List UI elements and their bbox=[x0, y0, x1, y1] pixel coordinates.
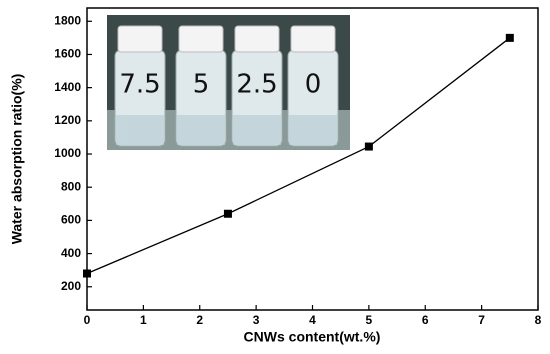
y-tick-label: 1400 bbox=[54, 80, 81, 94]
x-axis-title: CNWs content(wt.%) bbox=[244, 329, 381, 345]
y-tick-label: 600 bbox=[61, 213, 81, 227]
data-point bbox=[364, 142, 373, 151]
y-tick-label: 200 bbox=[61, 279, 81, 293]
data-point bbox=[83, 269, 91, 278]
x-tick-label: 0 bbox=[84, 313, 91, 327]
vial-label: 0 bbox=[305, 70, 322, 100]
data-line bbox=[86, 37, 511, 275]
x-tick-label: 1 bbox=[140, 313, 147, 327]
x-tick-label: 7 bbox=[478, 313, 485, 327]
y-axis-title: Water absorption ratio(%) bbox=[9, 74, 25, 245]
y-tick-label: 400 bbox=[61, 246, 81, 260]
vial-label: 7.5 bbox=[119, 70, 160, 100]
y-tick-label: 1000 bbox=[54, 146, 81, 160]
y-tick-label: 1200 bbox=[54, 113, 81, 127]
inset-photo: 7.5 5 2.5 0 bbox=[107, 15, 350, 150]
y-tick-label: 1800 bbox=[54, 13, 81, 27]
x-tick-label: 8 bbox=[535, 313, 542, 327]
y-tick-label: 1600 bbox=[54, 47, 81, 61]
x-tick-label: 3 bbox=[253, 313, 260, 327]
vial-label: 2.5 bbox=[236, 70, 277, 100]
x-tick-label: 6 bbox=[422, 313, 429, 327]
x-tick-label: 2 bbox=[196, 313, 203, 327]
y-tick-label: 800 bbox=[61, 179, 81, 193]
data-point bbox=[505, 33, 514, 42]
data-point bbox=[223, 209, 232, 218]
x-tick-label: 4 bbox=[309, 313, 316, 327]
x-tick-label: 5 bbox=[366, 313, 373, 327]
vial-label: 5 bbox=[193, 70, 210, 100]
